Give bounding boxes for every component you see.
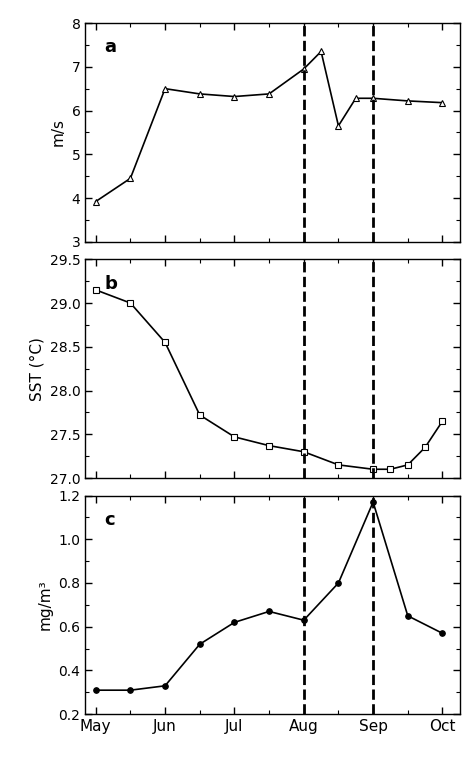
- Y-axis label: SST (°C): SST (°C): [29, 336, 44, 401]
- Text: c: c: [104, 511, 115, 529]
- Text: a: a: [104, 38, 116, 56]
- Text: b: b: [104, 275, 117, 293]
- Y-axis label: m/s: m/s: [51, 118, 66, 147]
- Y-axis label: mg/m³: mg/m³: [38, 580, 53, 631]
